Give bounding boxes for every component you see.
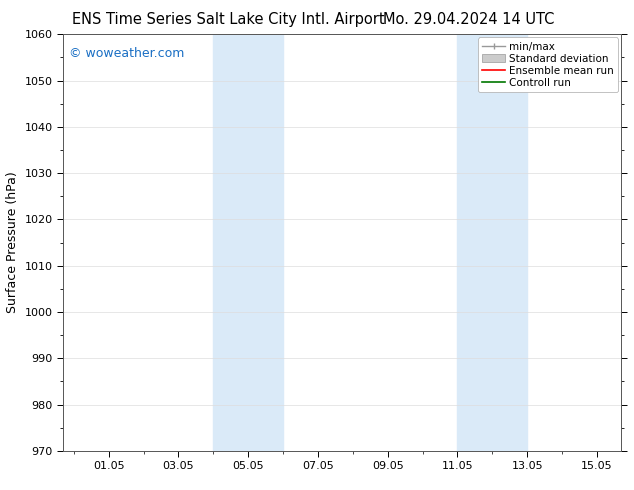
Text: Mo. 29.04.2024 14 UTC: Mo. 29.04.2024 14 UTC <box>384 12 555 27</box>
Bar <box>457 34 527 451</box>
Legend: min/max, Standard deviation, Ensemble mean run, Controll run: min/max, Standard deviation, Ensemble me… <box>478 37 618 92</box>
Bar <box>213 34 283 451</box>
Text: ENS Time Series Salt Lake City Intl. Airport: ENS Time Series Salt Lake City Intl. Air… <box>72 12 385 27</box>
Text: © woweather.com: © woweather.com <box>69 47 184 60</box>
Y-axis label: Surface Pressure (hPa): Surface Pressure (hPa) <box>6 172 19 314</box>
